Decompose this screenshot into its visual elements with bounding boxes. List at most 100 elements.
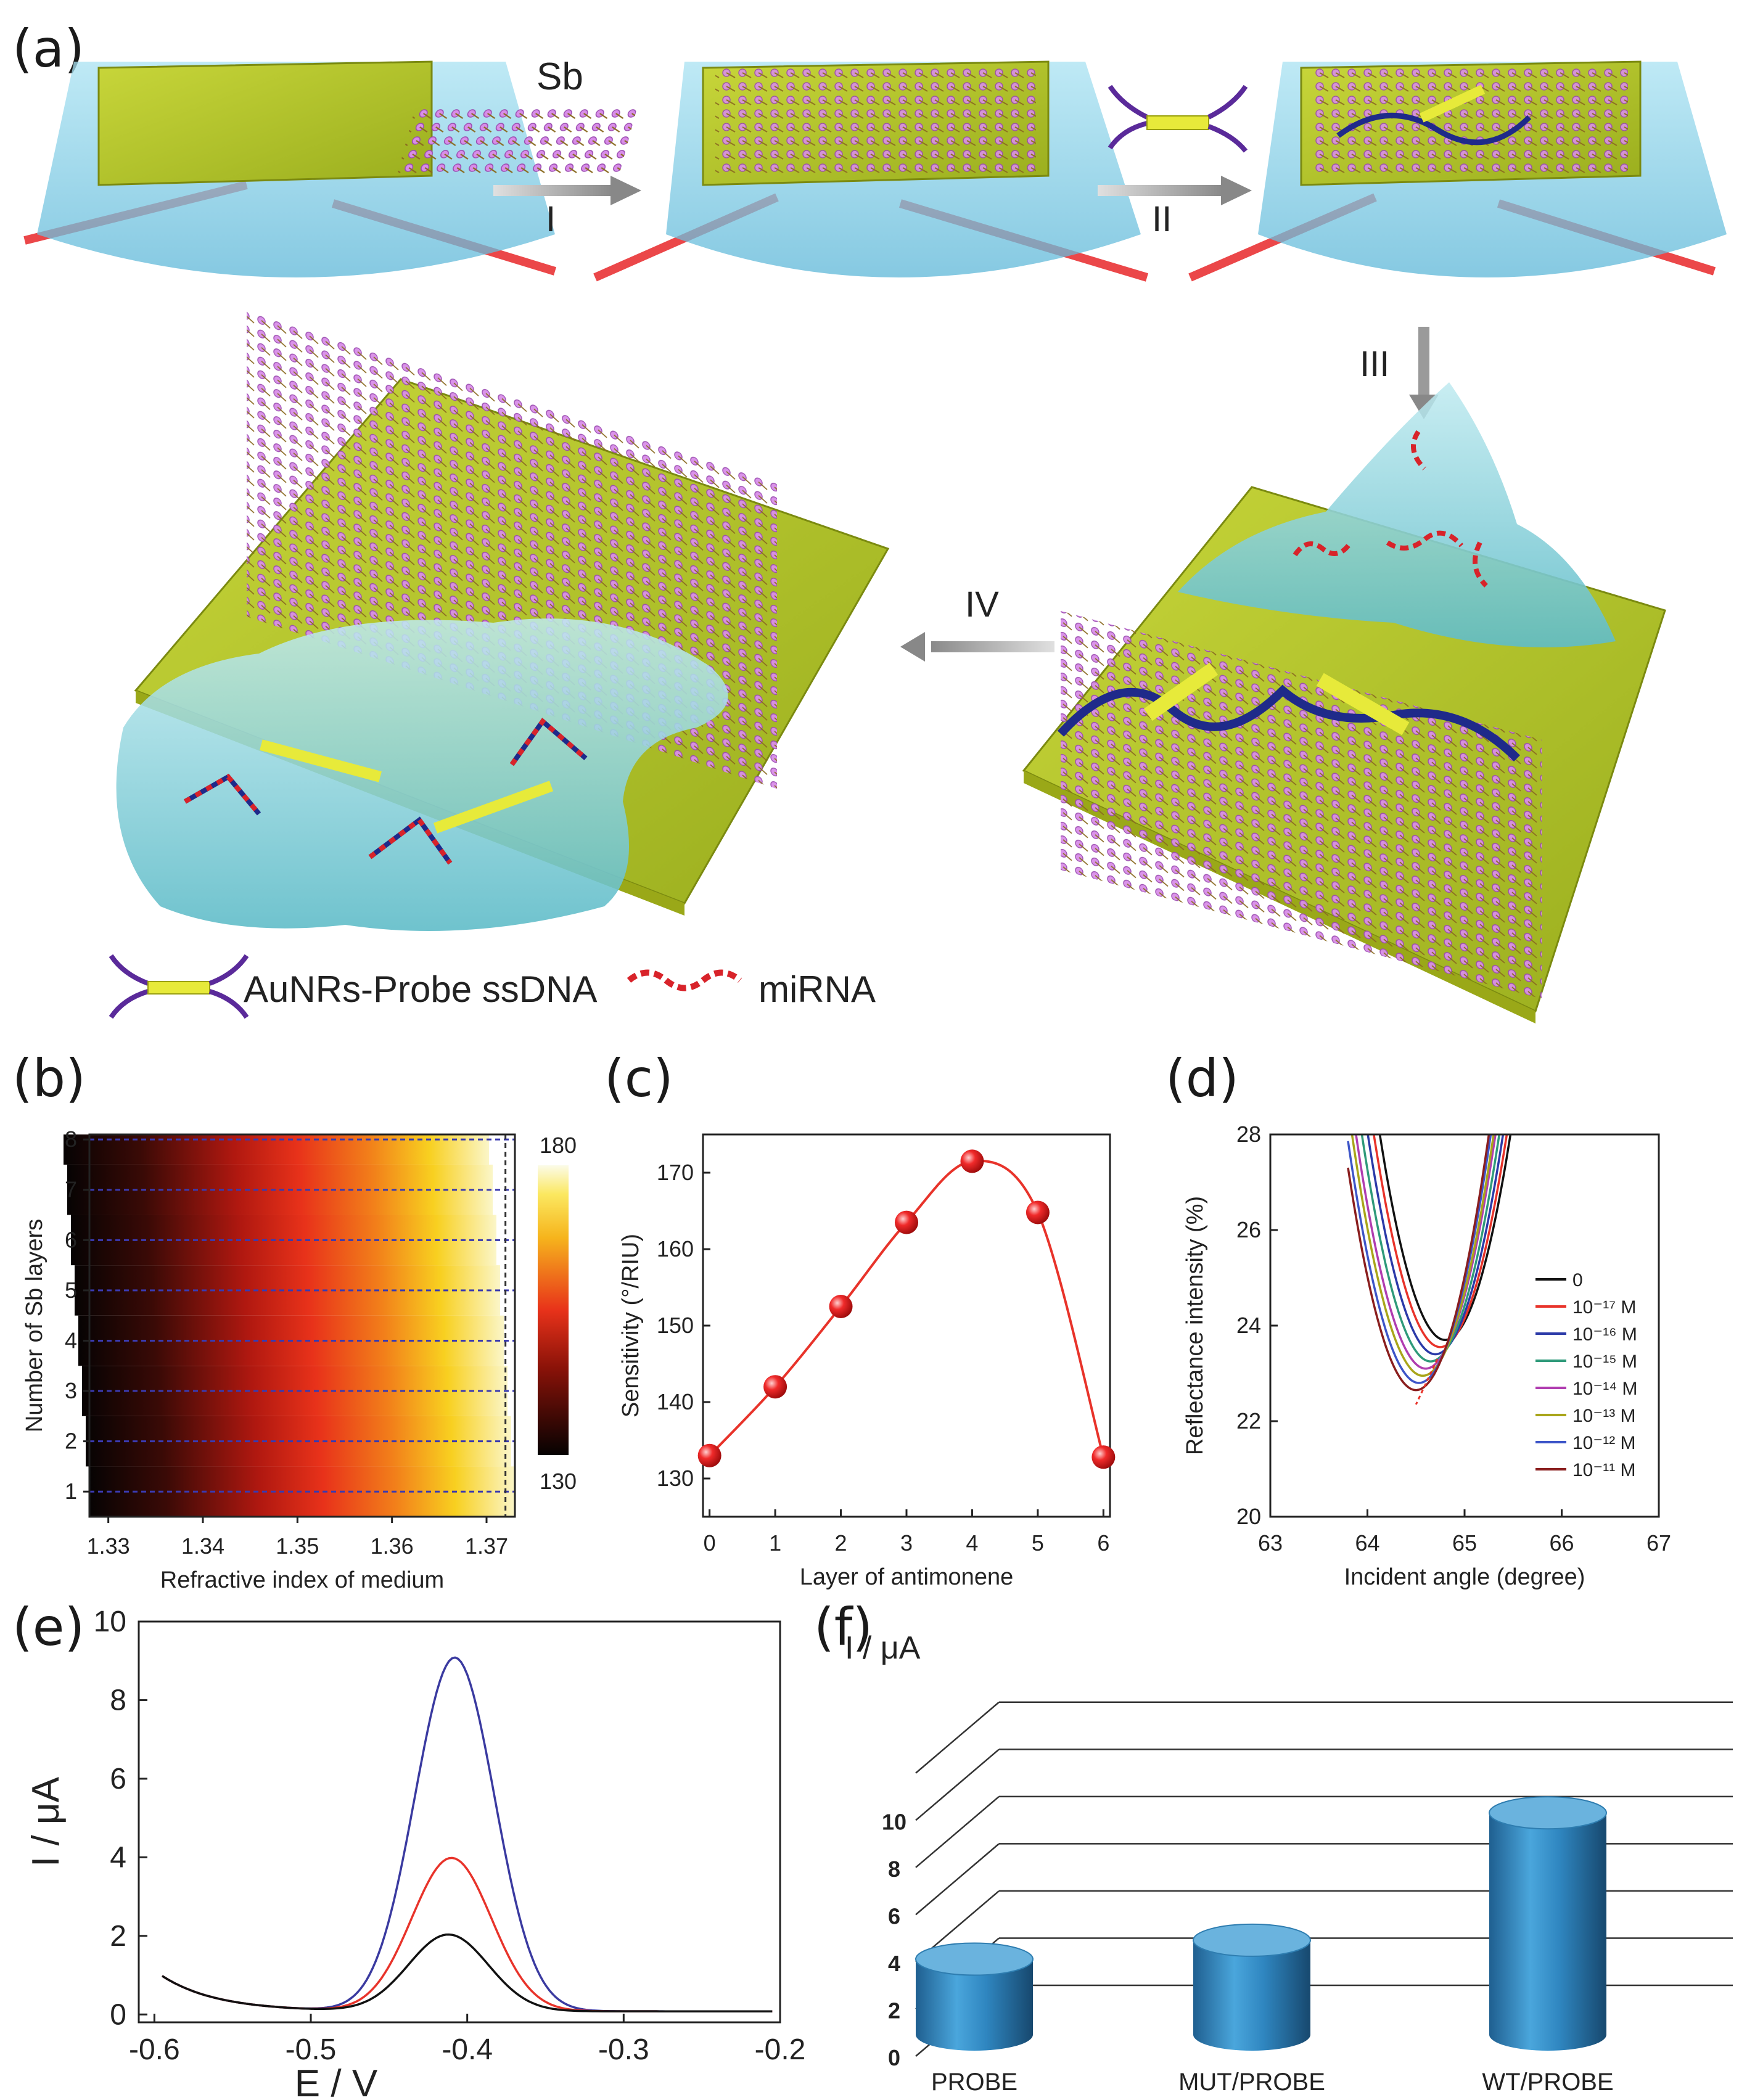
legend-probe-icon [109,954,249,1019]
legend-mirna-label: miRNA [758,969,876,1010]
x-tick-label: -0.3 [598,2033,649,2066]
y-tick-label: 160 [657,1236,694,1261]
y-axis-label: I / μA [845,1630,921,1666]
panel-label-d: (d) [1165,1048,1239,1109]
x-axis-label: E / V [295,2062,378,2100]
bar-top-PROBE [915,1942,1034,1976]
data-point-1 [763,1375,787,1399]
y-tick-label: 6 [65,1227,77,1252]
gridline-side-8 [915,1795,1000,1868]
panel-label-e: (e) [12,1597,85,1657]
x-tick-label: 1 [769,1530,781,1556]
y-tick-label: 20 [1236,1504,1261,1529]
y-axis-label: I / μA [25,1776,67,1867]
plot-frame [702,1133,1111,1518]
panel-label-c: (c) [604,1048,673,1109]
colorbar-min-label: 130 [540,1469,577,1494]
y-tick-label: 7 [65,1177,77,1202]
y-tick-label: 6 [110,1763,126,1795]
step-label-III: III [1360,344,1389,384]
plot-frame [138,1620,781,2024]
chart-c: 0 1 2 3 4 5 6 130 140 150 160 170 Layer of antimonen… [618,1133,1116,1590]
chart-f: 0 2 4 6 8 10 I / μA PROBE MUT/PROBE WT/PROBE [845,1630,1733,2096]
arrow-step-II [1098,176,1252,205]
y-tick-label: 3 [65,1378,77,1403]
legend-label-6: 10⁻¹² M [1572,1433,1636,1453]
chart-e: -0.6 -0.5 -0.4 -0.3 -0.2 0 2 4 6 8 10 E / V I / μA [25,1606,806,2100]
sb-label: Sb [536,55,583,98]
y-tick-label: 140 [657,1389,694,1414]
x-tick-label: -0.6 [129,2033,180,2066]
y-tick-label: 8 [110,1684,126,1717]
legend-label-7: 10⁻¹¹ M [1572,1460,1636,1480]
x-tick-label: 64 [1355,1530,1379,1556]
liquid-drop-right [1178,382,1616,647]
y-tick-label: 26 [1236,1217,1261,1242]
x-tick-label: 1.34 [181,1533,224,1559]
bar-top-MUT/PROBE [1193,1923,1311,1957]
x-axis-label: Incident angle (degree) [1344,1564,1585,1590]
x-tick-label: -0.4 [442,2033,493,2066]
schematic-diagram: Sb I II III [23,55,1727,1023]
y-axis-label: Reflectance intensity (%) [1182,1196,1208,1455]
gridline-side-top [915,1701,1000,1774]
prism-3 [1188,60,1727,282]
y-tick-label: 0 [110,1998,126,2031]
shift-arrow [1415,1358,1439,1405]
bar-MUT/PROBE [1193,1940,1310,2051]
prism-2 [593,60,1149,282]
colorbar [538,1165,569,1455]
series-line-2 [162,1933,773,2012]
liquid-drop-left [116,618,728,931]
series-line-1 [162,1856,773,2012]
data-point-0 [697,1443,721,1467]
arrow-step-IV [900,632,1054,662]
x-tick-label: -0.5 [286,2033,337,2066]
panel-label-f: (f) [814,1597,873,1657]
y-tick-label: 10 [882,1809,906,1834]
data-point-2 [829,1295,853,1318]
legend-label-0: 0 [1572,1270,1583,1290]
y-tick-label: 4 [110,1841,126,1874]
x-axis-label: Layer of antimonene [800,1564,1013,1590]
y-tick-label: 4 [888,1951,900,1976]
series-line-2 [1367,1134,1505,1356]
colorbar-max-label: 180 [540,1133,577,1158]
legend-label-5: 10⁻¹³ M [1572,1406,1636,1426]
y-tick-label: 24 [1236,1313,1261,1338]
x-tick-label: 63 [1258,1530,1283,1556]
legend-label-1: 10⁻¹⁷ M [1572,1297,1636,1318]
x-tick-label: -0.2 [755,2033,806,2066]
y-tick-label: 1 [65,1479,77,1504]
y-tick-label: 2 [888,1998,900,2023]
series-line-0 [162,1656,773,2012]
x-tick-label: 0 [704,1530,716,1556]
data-point-6 [1091,1445,1116,1469]
gridline-side-10 [915,1749,1000,1821]
x-tick-label: MUT/PROBE [1178,2069,1325,2096]
y-axis-label: Sensitivity (°/RIU) [618,1234,644,1417]
step-label-II: II [1152,199,1172,239]
y-axis-label: Number of Sb layers [22,1219,47,1432]
y-tick-label: 10 [94,1606,126,1638]
legend-mirna-icon [627,969,742,991]
bar-PROBE [916,1959,1033,2051]
legend-probe-label: AuNRs-Probe ssDNA [244,969,598,1010]
y-tick-label: 0 [888,2045,900,2070]
y-tick-label: 170 [657,1160,694,1185]
series-line-1 [1373,1134,1508,1348]
y-tick-label: 130 [657,1466,694,1491]
legend-label-3: 10⁻¹⁵ M [1572,1351,1637,1372]
panel-label-b: (b) [12,1048,86,1109]
x-tick-label: 1.36 [371,1533,414,1559]
series-line-0 [1378,1134,1512,1341]
sb-atoms-cluster [397,108,638,176]
data-point-5 [1026,1200,1050,1224]
bar-top-WT/PROBE [1489,1796,1607,1830]
step-label-IV: IV [965,584,999,625]
y-tick-label: 8 [888,1856,900,1882]
y-tick-label: 5 [65,1278,77,1303]
x-tick-label: 6 [1097,1530,1109,1556]
x-tick-label: WT/PROBE [1482,2069,1613,2096]
y-tick-label: 6 [888,1903,900,1929]
